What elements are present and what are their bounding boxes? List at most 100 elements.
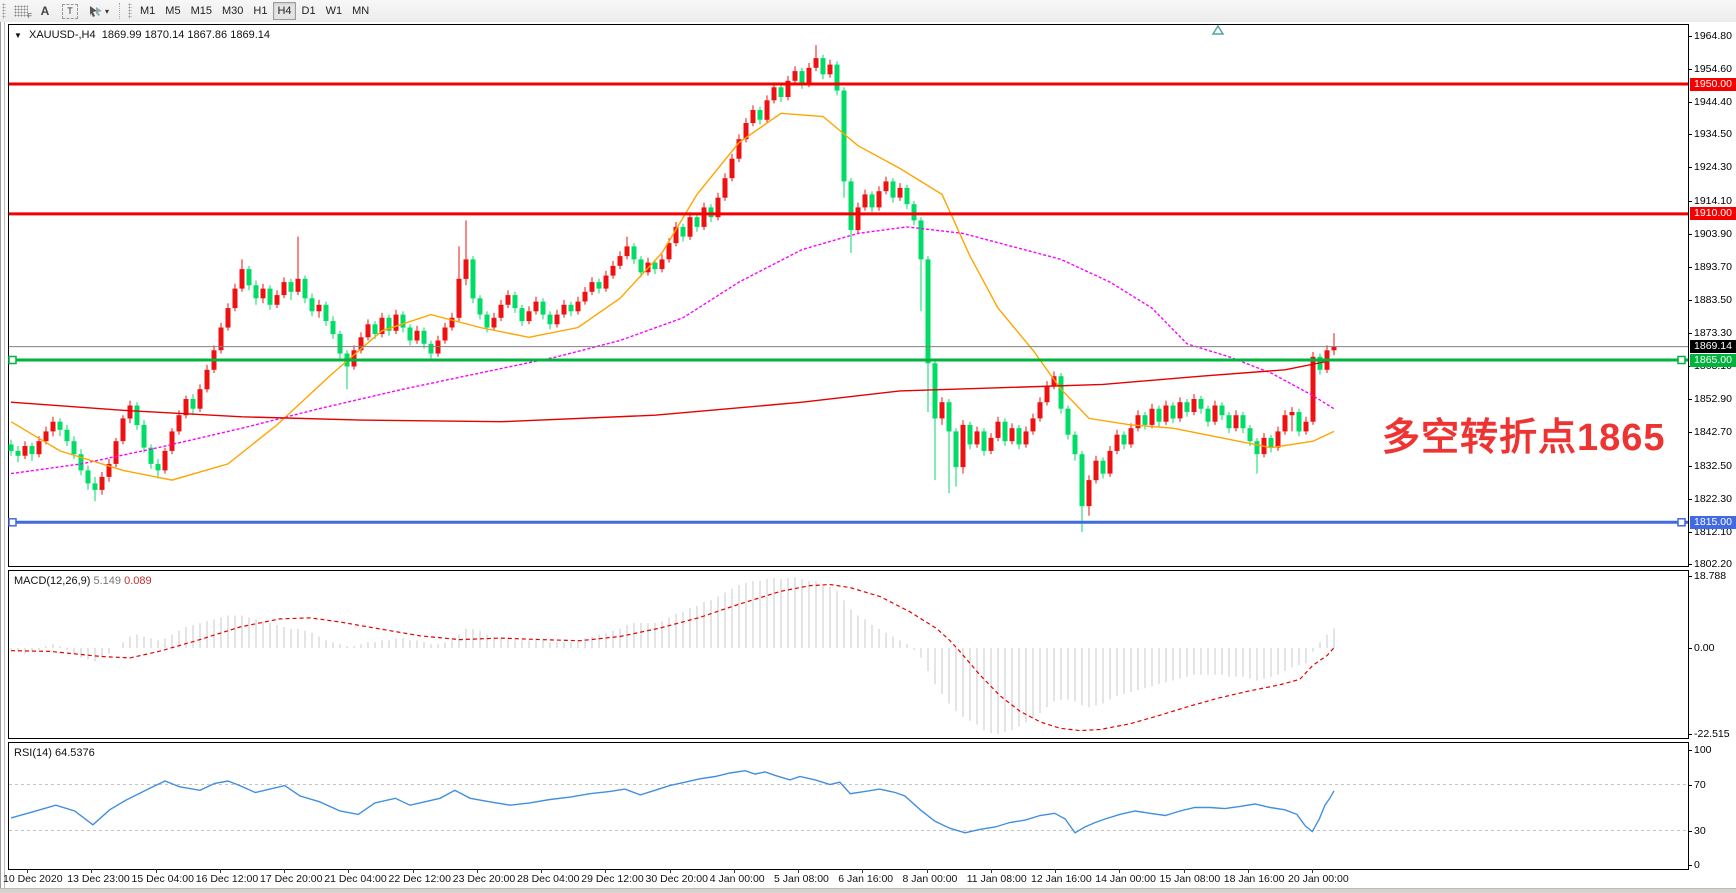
- templates-grid-icon: F: [14, 5, 32, 20]
- macd-tick-0.00-tick: [1688, 648, 1692, 649]
- price-tick-1954.60: 1954.60: [1694, 63, 1732, 75]
- text-box-button[interactable]: T: [58, 2, 82, 20]
- price-tick-1924.30: 1924.30: [1694, 161, 1732, 173]
- time-label-10: 30 Dec 20:00: [645, 873, 708, 885]
- time-label-12: 5 Jan 08:00: [774, 873, 829, 885]
- chevron-down-icon: ▾: [105, 6, 110, 16]
- templates-button[interactable]: F: [10, 2, 32, 20]
- timeframe-button-m5[interactable]: M5: [165, 5, 181, 17]
- price-tick-1934.50-tick: [1688, 134, 1692, 135]
- time-tick-1: [91, 869, 93, 873]
- price-badge-1815.00: 1815.00: [1690, 515, 1736, 529]
- time-tick-16: [1055, 869, 1056, 873]
- rsi-tick-70: 70: [1694, 779, 1706, 791]
- timeframe-button-m15[interactable]: M15: [190, 5, 212, 17]
- time-tick-7: [476, 869, 478, 873]
- price-tick-1903.90-tick: [1688, 234, 1692, 235]
- time-label-16: 12 Jan 16:00: [1031, 873, 1092, 885]
- time-tick-17: [1119, 869, 1121, 873]
- timeframe-button-h1[interactable]: H1: [253, 5, 268, 17]
- rsi-tick-30-tick: [1688, 831, 1692, 832]
- price-tick-1883.50-tick: [1688, 300, 1692, 301]
- toolbar-grip[interactable]: [2, 3, 6, 19]
- price-tick-1893.70-tick: [1688, 267, 1692, 268]
- price-tick-1802.20: 1802.20: [1694, 558, 1732, 570]
- time-tick-13: [862, 869, 864, 873]
- price-tick-1954.60-tick: [1688, 69, 1692, 70]
- timeframe-bar: M1 M5 M15 M30 H1 H4 D1 W1 MN: [135, 2, 374, 20]
- timeframe-button-d1[interactable]: D1: [301, 5, 316, 17]
- timeframe-button-mn[interactable]: MN: [352, 5, 370, 17]
- rsi-tick-0-tick: [1688, 865, 1692, 866]
- time-label-6: 22 Dec 12:00: [388, 873, 451, 885]
- time-label-13: 6 Jan 16:00: [838, 873, 894, 885]
- macd-tick-0.00: 0.00: [1694, 642, 1715, 654]
- timeframe-button-m1[interactable]: M1: [140, 5, 156, 17]
- rsi-tick-100-tick: [1688, 750, 1692, 751]
- rsi-tick-0: 0: [1694, 859, 1700, 871]
- rsi-panel[interactable]: [8, 742, 1689, 870]
- rsi-tick-30: 30: [1694, 825, 1706, 837]
- top-toolbar: F A T ▾ M1 M5 M15 M30 H1 H4 D1 W1 MN: [0, 0, 1736, 23]
- price-tick-1842.70: 1842.70: [1694, 426, 1732, 438]
- timeframe-button-h4[interactable]: H4: [273, 2, 296, 20]
- time-label-9: 29 Dec 12:00: [581, 873, 644, 885]
- text-label-tool-icon: A: [40, 4, 50, 18]
- bottom-strip: [0, 888, 1736, 893]
- price-tick-1873.30-tick: [1688, 333, 1692, 334]
- time-label-7: 23 Dec 20:00: [452, 873, 516, 885]
- collapse-triangle-icon[interactable]: ▼: [14, 31, 22, 40]
- rsi-label: RSI(14) 64.5376: [14, 747, 95, 759]
- time-tick-18: [1183, 869, 1185, 873]
- time-tick-15: [990, 869, 992, 873]
- rsi-tick-100: 100: [1694, 744, 1712, 756]
- price-tick-1812.10: 1812.10: [1694, 526, 1732, 538]
- macd-label: MACD(12,26,9) 5.149 0.089: [14, 575, 152, 587]
- time-tick-20: [1312, 869, 1313, 873]
- time-tick-9: [605, 869, 607, 873]
- macd-tick--22.515-tick: [1688, 734, 1692, 735]
- chart-window: ▼ XAUUSD-,H4 1869.99 1870.14 1867.86 186…: [0, 22, 1736, 893]
- arrows-tool-button[interactable]: ▾: [84, 2, 113, 20]
- price-tick-1944.40: 1944.40: [1694, 96, 1732, 108]
- time-tick-3: [219, 869, 221, 873]
- price-tick-1863.10-tick: [1688, 366, 1692, 367]
- time-tick-10: [669, 869, 671, 873]
- time-label-8: 28 Dec 04:00: [517, 873, 580, 885]
- timeframe-button-m30[interactable]: M30: [221, 5, 244, 17]
- price-badge-1910.00: 1910.00: [1690, 207, 1736, 221]
- timeframe-toolbar-grip[interactable]: [128, 3, 133, 19]
- price-tick-1842.70-tick: [1688, 432, 1692, 433]
- text-label-button[interactable]: A: [34, 2, 56, 20]
- price-tick-1964.80-tick: [1688, 36, 1692, 37]
- price-tick-1903.90: 1903.90: [1694, 228, 1732, 240]
- toolbar-separator: [119, 3, 121, 19]
- timeframe-button-w1[interactable]: W1: [325, 5, 343, 17]
- price-tick-1893.70: 1893.70: [1694, 261, 1732, 273]
- rsi-tick-70-tick: [1688, 785, 1692, 786]
- macd-panel[interactable]: [8, 570, 1689, 739]
- time-tick-0: [27, 869, 28, 873]
- macd-tick--22.515: -22.515: [1694, 728, 1730, 740]
- time-label-18: 15 Jan 08:00: [1159, 873, 1221, 885]
- time-label-0: 10 Dec 2020: [3, 873, 63, 885]
- macd-tick-18.788-tick: [1688, 576, 1692, 577]
- time-tick-8: [541, 869, 542, 873]
- price-badge-1865.00: 1865.00: [1690, 353, 1736, 367]
- price-tick-1822.30: 1822.30: [1694, 493, 1732, 505]
- price-tick-1812.10-tick: [1688, 532, 1692, 533]
- time-tick-4: [284, 869, 285, 873]
- time-label-4: 17 Dec 20:00: [260, 873, 323, 885]
- price-tick-1852.90: 1852.90: [1694, 393, 1732, 405]
- symbol-ohlc-label: ▼ XAUUSD-,H4 1869.99 1870.14 1867.86 186…: [14, 29, 270, 41]
- chinese-annotation-text: 多空转折点1865: [1382, 417, 1666, 459]
- time-label-15: 11 Jan 08:00: [966, 873, 1027, 885]
- text-box-tool-icon: T: [62, 3, 78, 19]
- price-badge-1950.00: 1950.00: [1690, 77, 1736, 91]
- time-tick-6: [412, 869, 414, 873]
- price-tick-1914.10-tick: [1688, 201, 1692, 202]
- price-panel[interactable]: [8, 24, 1689, 567]
- time-tick-12: [798, 869, 799, 873]
- price-tick-1873.30: 1873.30: [1694, 327, 1732, 339]
